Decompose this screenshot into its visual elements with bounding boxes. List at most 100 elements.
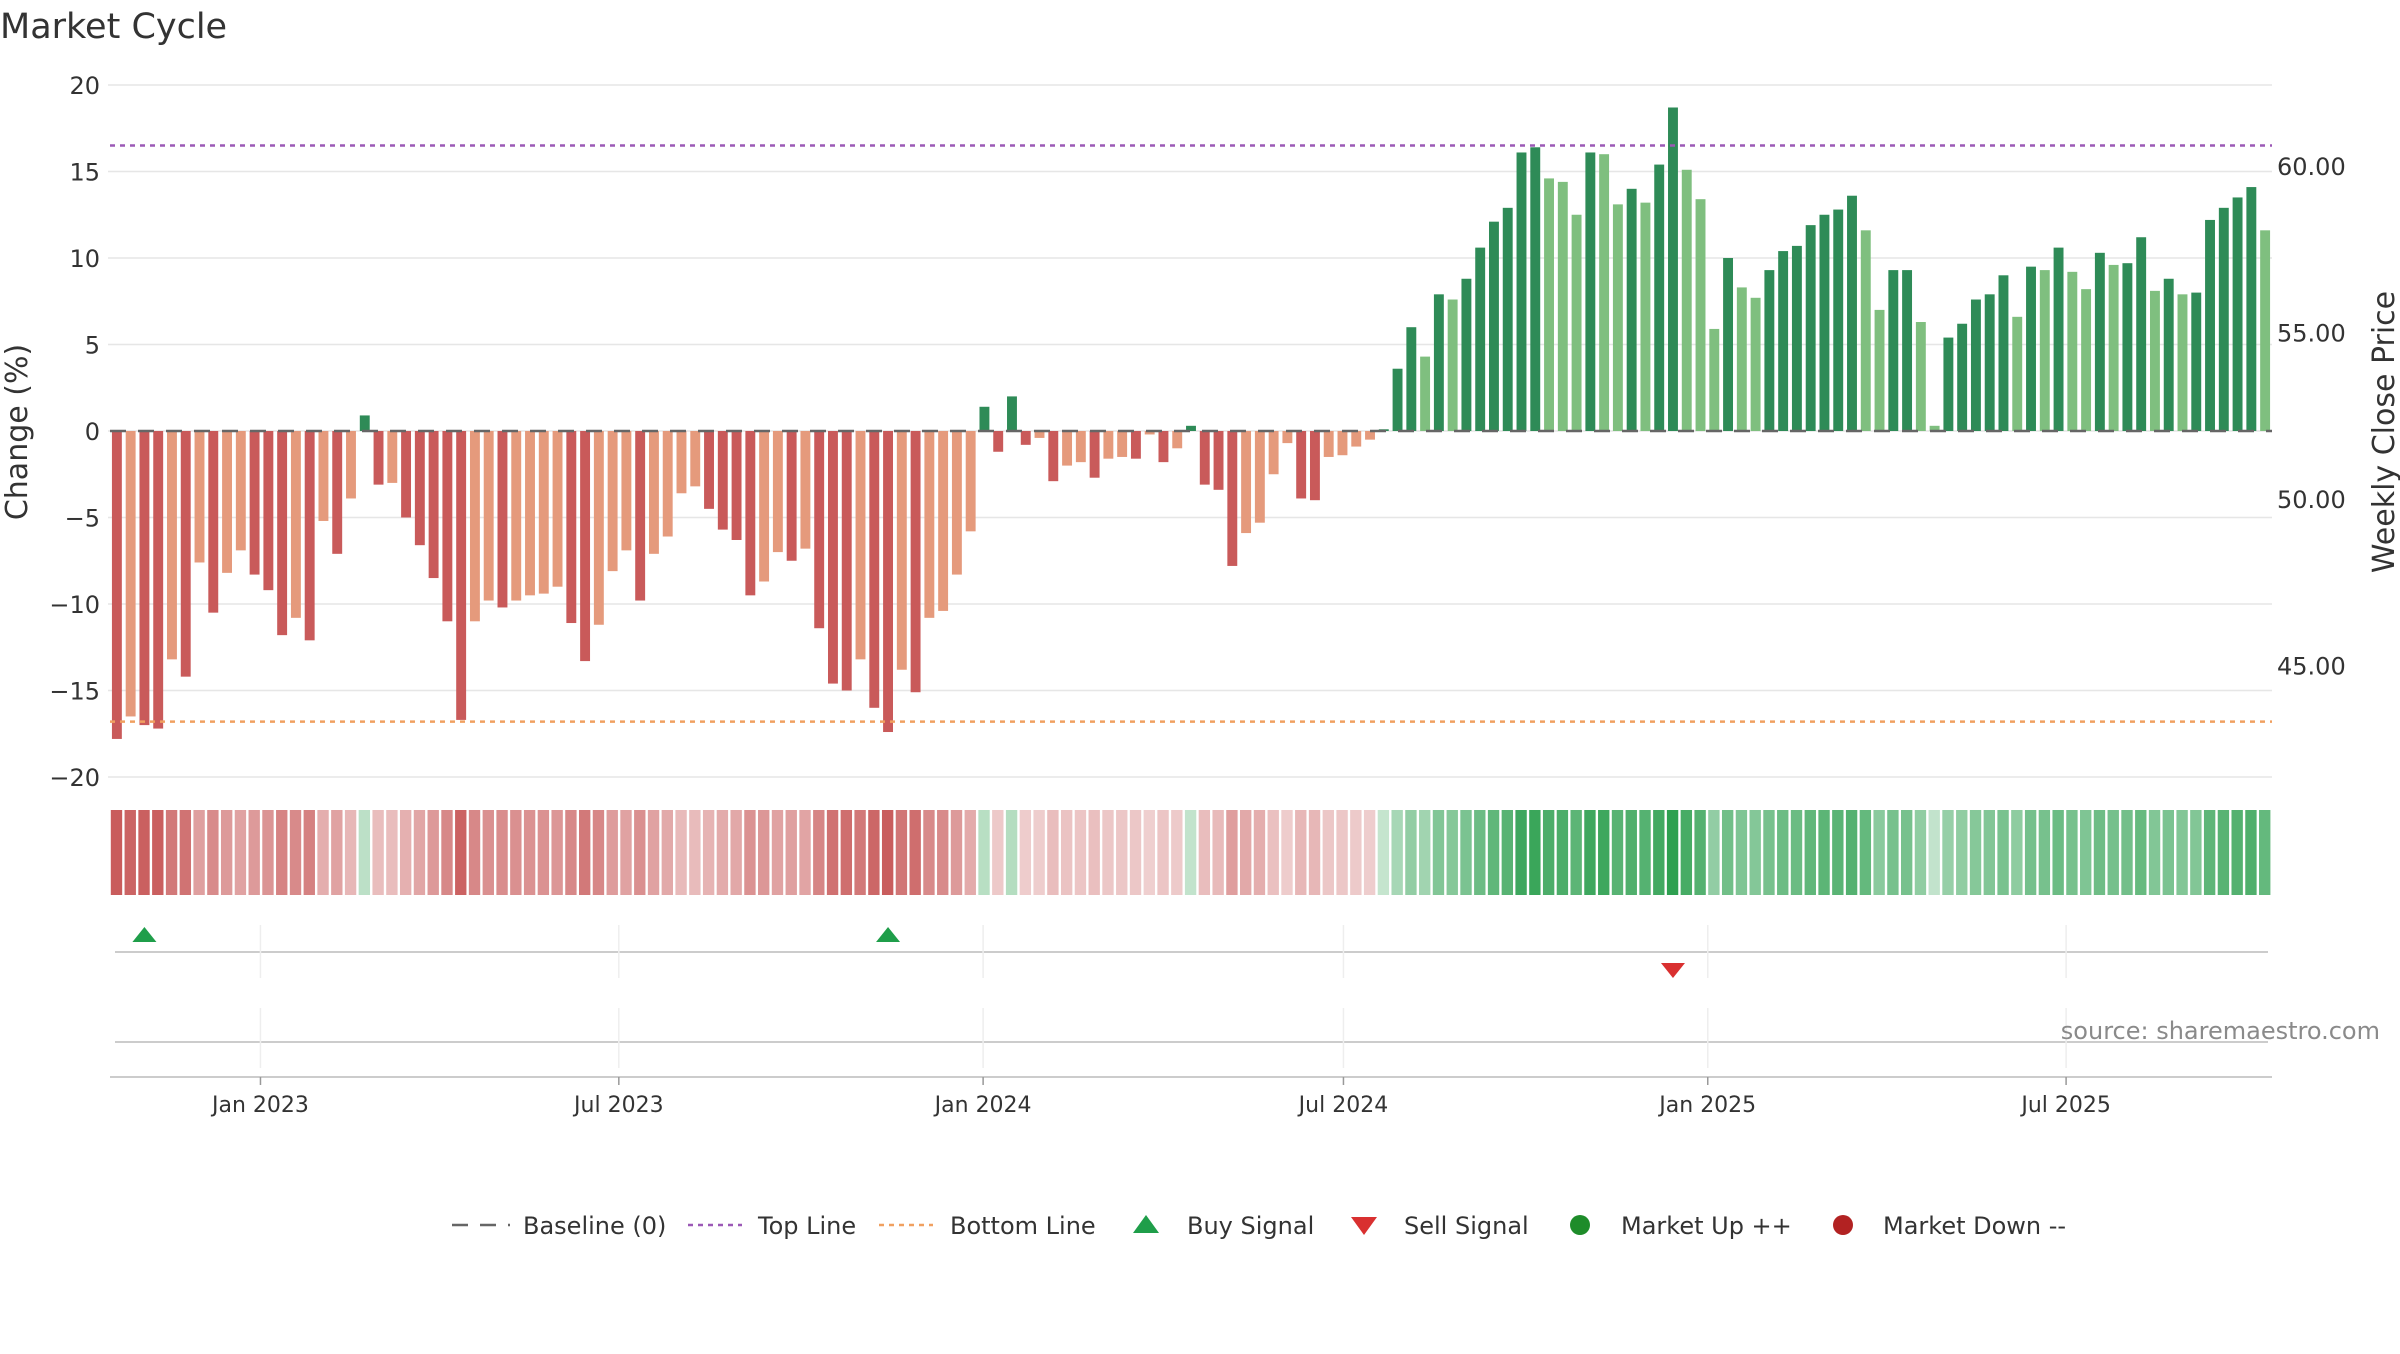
bar — [1970, 299, 1981, 431]
bar — [2260, 230, 2271, 431]
legend-sell-swatch — [1351, 1217, 1377, 1235]
heat-cell — [1721, 810, 1734, 895]
bar — [828, 431, 838, 684]
bar — [965, 431, 976, 532]
bar — [387, 431, 398, 483]
heat-cell — [1419, 810, 1431, 895]
heat-cell — [661, 810, 673, 895]
heat-cell — [1570, 810, 1582, 895]
bar — [772, 431, 783, 553]
heat-cell — [193, 810, 205, 895]
y-tick-label: 20 — [69, 72, 100, 100]
bar — [1530, 147, 1541, 431]
bar — [304, 431, 315, 641]
heat-cell — [1845, 810, 1858, 895]
bar — [1544, 178, 1554, 431]
legend-item: Sell Signal — [1351, 1212, 1529, 1240]
bar — [1888, 270, 1899, 431]
heat-cell — [523, 810, 536, 895]
y-tick-label: −10 — [49, 591, 100, 619]
bar — [1351, 431, 1362, 447]
heat-cell — [234, 810, 247, 895]
heat-cell — [1749, 810, 1761, 895]
heat-cell — [1474, 810, 1486, 895]
bar — [1392, 368, 1403, 431]
bar — [552, 431, 563, 587]
heat-cell — [2107, 810, 2119, 895]
heat-cell — [2052, 810, 2064, 895]
bar — [139, 431, 150, 726]
bar — [2094, 252, 2105, 431]
heat-cell — [1336, 810, 1348, 895]
bar — [469, 431, 480, 622]
heat-cell — [1873, 810, 1885, 895]
bar — [979, 406, 990, 431]
heat-cell — [964, 810, 976, 895]
bar — [332, 431, 343, 554]
heat-cell — [1350, 810, 1362, 895]
legend-label: Baseline (0) — [523, 1212, 666, 1240]
bar — [580, 431, 591, 662]
heat-cell — [1129, 810, 1142, 895]
heat-cell — [1598, 810, 1610, 895]
bar — [1819, 214, 1830, 431]
bar — [814, 431, 825, 629]
heat-cell — [427, 810, 439, 895]
bar — [717, 431, 728, 530]
bar — [2136, 237, 2147, 431]
y-tick-label: −15 — [49, 678, 100, 706]
heat-cell — [1556, 810, 1569, 895]
bar — [662, 431, 673, 537]
bar — [1089, 431, 1100, 478]
heat-cell — [1900, 810, 1913, 895]
heat-cell — [1969, 810, 1982, 895]
heat-cell — [2038, 810, 2051, 895]
heat-cell — [813, 810, 825, 895]
bar — [2246, 187, 2257, 431]
heat-cell — [2162, 810, 2174, 895]
bar — [1695, 199, 1706, 431]
bar — [1186, 425, 1196, 431]
bar — [883, 431, 893, 733]
bar — [359, 415, 370, 431]
bar — [1640, 202, 1651, 431]
heat-cell — [592, 810, 605, 895]
heat-cell — [1818, 810, 1830, 895]
heat-cell — [1033, 810, 1045, 895]
heat-cell — [1529, 810, 1541, 895]
heat-cell — [1680, 810, 1693, 895]
heat-cell — [1088, 810, 1100, 895]
x-tick-label: Jan 2025 — [1657, 1093, 1756, 1118]
heat-cell — [1267, 810, 1279, 895]
legend-label: Market Up ++ — [1621, 1212, 1792, 1240]
bar — [607, 431, 618, 572]
heat-cell — [372, 810, 384, 895]
heat-cell — [441, 810, 453, 895]
heat-cell — [689, 810, 701, 895]
heat-cell — [1226, 810, 1238, 895]
legend-item: Buy Signal — [1133, 1212, 1314, 1240]
y2-tick-label: 50.00 — [2277, 486, 2346, 514]
bar — [263, 431, 274, 591]
heat-cell — [1157, 810, 1169, 895]
legend-market-up-swatch — [1570, 1215, 1590, 1235]
heat-cell — [826, 810, 839, 895]
heat-cell — [895, 810, 908, 895]
heat-cell — [1391, 810, 1403, 895]
bar — [318, 431, 329, 521]
bars-layer — [111, 107, 2271, 739]
heat-cell — [1047, 810, 1059, 895]
bar — [1007, 396, 1017, 431]
bar — [414, 431, 425, 546]
heat-cell — [248, 810, 260, 895]
bar — [1282, 431, 1293, 444]
bar — [800, 431, 811, 549]
bar — [1075, 431, 1086, 463]
heat-cell — [716, 810, 729, 895]
bar — [690, 431, 701, 487]
bar — [2149, 290, 2160, 431]
heat-cell — [1639, 810, 1651, 895]
heat-cell — [2203, 810, 2216, 895]
heat-cell — [606, 810, 618, 895]
